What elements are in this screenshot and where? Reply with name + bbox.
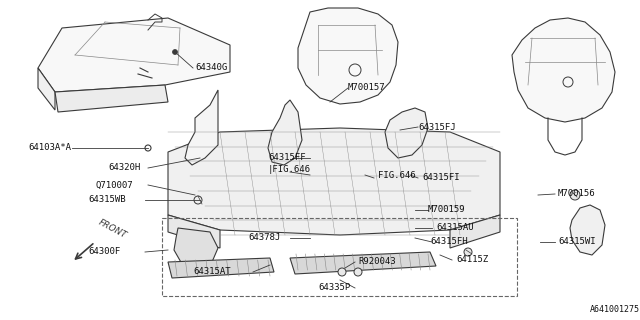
Text: 64300F: 64300F bbox=[88, 247, 120, 257]
Circle shape bbox=[570, 190, 580, 200]
Text: 64103A*A: 64103A*A bbox=[28, 143, 71, 153]
Text: FRONT: FRONT bbox=[97, 218, 129, 240]
Text: R920043: R920043 bbox=[358, 258, 396, 267]
Text: 64320H: 64320H bbox=[108, 164, 140, 172]
Polygon shape bbox=[168, 215, 220, 248]
Polygon shape bbox=[570, 205, 605, 255]
Polygon shape bbox=[385, 108, 428, 158]
Text: FIG.646: FIG.646 bbox=[378, 171, 415, 180]
Polygon shape bbox=[268, 100, 302, 165]
Text: 64315WB: 64315WB bbox=[88, 196, 125, 204]
Text: 64315FH: 64315FH bbox=[430, 236, 468, 245]
Polygon shape bbox=[298, 8, 398, 104]
Polygon shape bbox=[512, 18, 615, 122]
Text: M700156: M700156 bbox=[558, 189, 596, 198]
Circle shape bbox=[354, 268, 362, 276]
Circle shape bbox=[173, 50, 177, 54]
Polygon shape bbox=[38, 68, 55, 110]
Circle shape bbox=[338, 268, 346, 276]
Text: 64340G: 64340G bbox=[195, 63, 227, 73]
Text: 64115Z: 64115Z bbox=[456, 255, 488, 265]
Text: M700159: M700159 bbox=[428, 205, 466, 214]
Polygon shape bbox=[290, 252, 436, 274]
Text: |FIG.646: |FIG.646 bbox=[268, 165, 311, 174]
Text: 64335P: 64335P bbox=[318, 284, 350, 292]
Polygon shape bbox=[168, 128, 500, 235]
Text: 64315AT: 64315AT bbox=[193, 268, 230, 276]
Text: 64315FI: 64315FI bbox=[422, 173, 460, 182]
Polygon shape bbox=[168, 258, 274, 278]
Polygon shape bbox=[450, 215, 500, 248]
Text: Q710007: Q710007 bbox=[95, 180, 132, 189]
Polygon shape bbox=[55, 85, 168, 112]
Text: 64315AU: 64315AU bbox=[436, 223, 474, 233]
Circle shape bbox=[194, 196, 202, 204]
Text: 64315WI: 64315WI bbox=[558, 237, 596, 246]
Polygon shape bbox=[38, 18, 230, 92]
Text: 64315FJ: 64315FJ bbox=[418, 123, 456, 132]
Polygon shape bbox=[185, 90, 218, 165]
Text: 64315FF: 64315FF bbox=[268, 154, 306, 163]
Text: M700157: M700157 bbox=[348, 84, 386, 92]
Text: 64378J: 64378J bbox=[248, 234, 280, 243]
Polygon shape bbox=[174, 228, 218, 268]
Text: A641001275: A641001275 bbox=[590, 306, 640, 315]
Circle shape bbox=[464, 248, 472, 256]
